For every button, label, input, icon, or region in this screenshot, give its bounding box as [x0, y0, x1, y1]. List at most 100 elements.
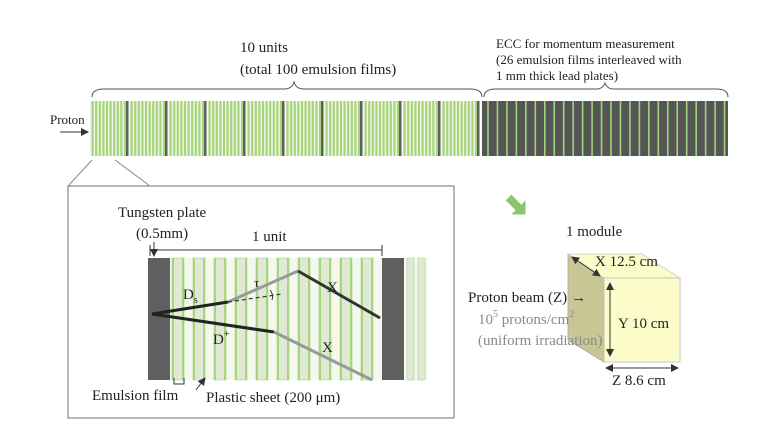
- ecc-emulsion-film: [714, 101, 716, 156]
- plastic-sheet: [406, 257, 415, 381]
- emulsion-film: [169, 101, 172, 156]
- emulsion-film: [198, 101, 201, 156]
- emulsion-film: [113, 101, 116, 156]
- emulsion-film: [435, 101, 439, 156]
- emulsion-film: [191, 101, 194, 156]
- track-ds-daughter: [227, 269, 299, 304]
- emulsion-layer: [361, 258, 363, 380]
- emulsion-film: [134, 101, 137, 156]
- ecc-emulsion-film: [666, 101, 669, 156]
- tungsten-plate: [243, 101, 246, 156]
- emulsion-film: [141, 101, 144, 156]
- unit-label: 1 unit: [252, 229, 287, 245]
- ecc-emulsion-film: [534, 101, 537, 156]
- ecc-emulsion-film: [610, 101, 612, 156]
- emulsion-film: [467, 101, 470, 156]
- emulsion-layer: [172, 258, 174, 380]
- tungsten-plate-left: [148, 258, 170, 380]
- ecc-brace: [483, 81, 729, 98]
- kink-angle-arc: [269, 289, 274, 301]
- ecc-emulsion-film: [496, 101, 499, 156]
- emulsion-film: [350, 101, 353, 156]
- emulsion-film: [279, 101, 283, 156]
- unit-detail-stack: [148, 257, 428, 381]
- ecc-emulsion-film: [506, 101, 508, 156]
- ecc-emulsion-film: [704, 101, 707, 156]
- emulsion-film: [471, 101, 474, 156]
- tungsten-plate: [477, 101, 480, 156]
- emulsion-film: [407, 101, 410, 156]
- emulsion-film: [180, 101, 183, 156]
- emulsion-layer: [203, 258, 205, 380]
- x-label-upper: X: [327, 280, 338, 296]
- zoom-line-right: [114, 159, 151, 187]
- emulsion-layer: [256, 258, 258, 380]
- track-x-upper: [297, 269, 381, 320]
- emulsion-layer: [245, 258, 247, 380]
- emulsion-film: [247, 101, 250, 156]
- ecc-emulsion-film: [515, 101, 518, 156]
- emulsion-film: [116, 101, 119, 156]
- emulsion-film: [308, 101, 311, 156]
- plastic-sheet: [417, 257, 426, 381]
- emulsion-film-label: Emulsion film: [92, 388, 179, 404]
- ecc-emulsion-film: [543, 101, 546, 156]
- emulsion-film: [159, 101, 162, 156]
- emulsion-film: [194, 101, 197, 156]
- emulsion-film: [389, 101, 392, 156]
- ecc-emulsion-film: [629, 101, 631, 156]
- module-front-face: [603, 277, 681, 363]
- detail-box: [67, 185, 455, 419]
- emulsion-film: [311, 101, 314, 156]
- emulsion-film: [230, 101, 233, 156]
- z-dimension-label: Z 8.6 cm: [612, 373, 666, 389]
- emulsion-film: [339, 101, 343, 156]
- proton-beam-label: Proton beam (Z) →: [468, 290, 586, 306]
- emulsion-film: [396, 101, 400, 156]
- ecc-emulsion-film: [591, 101, 593, 156]
- zoom-line-left: [67, 159, 93, 187]
- emulsion-film: [254, 101, 257, 156]
- units-subtitle: (total 100 emulsion films): [240, 62, 396, 78]
- emulsion-film: [155, 101, 158, 156]
- ecc-stack: [482, 101, 728, 156]
- emulsion-film: [95, 101, 98, 156]
- emulsion-film: [460, 101, 463, 156]
- emulsion-film: [105, 101, 109, 156]
- emulsion-film: [208, 101, 211, 156]
- beam-arrow-icon: →: [571, 290, 586, 306]
- emulsion-film: [144, 101, 148, 156]
- emulsion-film: [258, 101, 261, 156]
- emulsion-film: [201, 101, 205, 156]
- emulsion-film: [456, 101, 460, 156]
- emulsion-film: [219, 101, 222, 156]
- emulsion-film: [98, 101, 101, 156]
- flux-label: 105 protons/cm2: [478, 309, 574, 328]
- emulsion-film: [378, 101, 382, 156]
- emulsion-film: [215, 101, 218, 156]
- dplus-label: D+: [213, 329, 230, 348]
- emulsion-film: [425, 101, 428, 156]
- emulsion-film: [123, 101, 127, 156]
- emulsion-film: [315, 101, 318, 156]
- emulsion-film: [176, 101, 179, 156]
- emulsion-film: [286, 101, 289, 156]
- plastic-sheet-label: Plastic sheet (200 μm): [206, 390, 340, 406]
- ecc-emulsion-film: [695, 101, 697, 156]
- tau-label: τ: [254, 275, 259, 290]
- emulsion-bracket: [173, 378, 185, 385]
- emulsion-film: [183, 101, 187, 156]
- emulsion-film: [212, 101, 215, 156]
- emulsion-film: [347, 101, 350, 156]
- ecc-emulsion-film: [600, 101, 603, 156]
- ecc-emulsion-film: [648, 101, 650, 156]
- emulsion-film: [290, 101, 293, 156]
- emulsion-film: [453, 101, 456, 156]
- direction-arrow-icon: [505, 194, 526, 215]
- ecc-emulsion-film: [487, 101, 489, 156]
- emulsion-film: [276, 101, 279, 156]
- emulsion-film: [329, 101, 332, 156]
- tungsten-plate: [126, 101, 129, 156]
- emulsion-film: [300, 101, 304, 156]
